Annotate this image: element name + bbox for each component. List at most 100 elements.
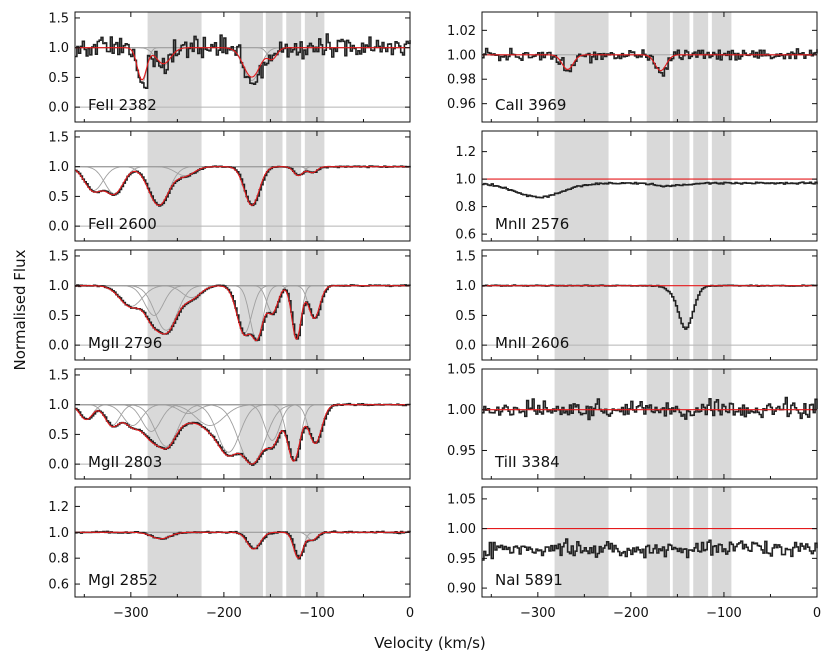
shaded-band: [672, 487, 690, 597]
panel-frame: [74, 130, 411, 242]
shaded-band: [554, 369, 609, 479]
y-tick-label: 0.0: [48, 458, 69, 473]
y-tick-label: 0.90: [447, 582, 476, 597]
model-fit: [75, 285, 410, 342]
panel-label: FeII 2600: [88, 215, 157, 233]
panel-frame: [74, 249, 411, 361]
y-tick-label: 1.0: [48, 526, 69, 541]
y-tick-label: 1.0: [48, 398, 69, 413]
observed-spectrum: [482, 47, 818, 77]
panel-right-3: 0.0 0.5 1.0 1.5 MnII 2606: [455, 249, 818, 361]
y-tick-label: 1.00: [447, 522, 476, 537]
y-tick-label: 0.8: [455, 200, 476, 215]
shaded-band: [554, 250, 609, 360]
shaded-band: [304, 369, 325, 479]
y-tick-label: 1.0: [48, 160, 69, 175]
shaded-band: [672, 369, 690, 479]
shaded-band: [693, 12, 709, 122]
observed-spectrum: [482, 538, 818, 561]
y-tick-label: 1.0: [455, 279, 476, 294]
panel-label: TiII 3384: [494, 453, 560, 471]
y-tick-label: 0.5: [48, 190, 69, 205]
y-tick-label: 1.05: [447, 363, 476, 378]
y-tick-label: 0.98: [447, 73, 476, 88]
shaded-band: [646, 250, 670, 360]
model-fit: [75, 47, 410, 81]
panel-frame: [481, 11, 818, 123]
y-tick-label: 1.00: [447, 403, 476, 418]
y-tick-label: 0.5: [455, 309, 476, 324]
model-fit: [75, 531, 410, 559]
shaded-band: [304, 487, 325, 597]
shaded-band: [711, 250, 732, 360]
shaded-band: [286, 131, 302, 241]
model-fit: [74, 166, 410, 206]
shaded-band: [147, 12, 202, 122]
shaded-band: [304, 12, 325, 122]
y-tick-label: 1.2: [48, 500, 69, 515]
panel-label: CaII 3969: [495, 96, 566, 114]
shaded-band: [239, 250, 263, 360]
y-tick-label: 0.5: [48, 428, 69, 443]
shaded-band: [693, 131, 709, 241]
model-fit: [74, 404, 410, 465]
shaded-band: [265, 487, 283, 597]
panel-frame: [74, 368, 411, 480]
panel-label: NaI 5891: [495, 571, 563, 589]
shaded-band: [711, 487, 732, 597]
y-tick-label: 0.0: [455, 339, 476, 354]
y-tick-label: 1.5: [48, 130, 69, 145]
panel-left-4: 0.0 0.5 1.0 1.5 MgII 2803: [48, 368, 411, 480]
y-tick-label: 1.0: [48, 279, 69, 294]
shaded-band: [147, 250, 202, 360]
y-tick-label: 0.6: [455, 228, 476, 243]
shaded-band: [286, 369, 302, 479]
y-tick-label: 1.5: [48, 368, 69, 383]
shaded-band: [693, 250, 709, 360]
panel-frame: [481, 130, 818, 242]
shaded-band: [693, 487, 709, 597]
x-tick-label: −300: [520, 606, 556, 621]
y-tick-label: 0.96: [447, 97, 476, 112]
panel-left-3: 0.0 0.5 1.0 1.5 MgII 2796: [48, 249, 411, 361]
panel-label: MgI 2852: [88, 571, 158, 589]
shaded-band: [265, 250, 283, 360]
shaded-band: [672, 12, 690, 122]
x-tick-label: 0: [406, 606, 414, 621]
shaded-band: [646, 487, 670, 597]
y-tick-label: 1.0: [48, 41, 69, 56]
panel-right-4: 0.95 1.00 1.05 TiII 3384: [447, 363, 818, 480]
y-tick-label: 0.5: [48, 71, 69, 86]
shaded-band: [304, 250, 325, 360]
shaded-band: [554, 487, 609, 597]
panel-frame: [481, 368, 818, 480]
y-tick-label: 0.0: [48, 101, 69, 116]
x-tick-label: −100: [299, 606, 335, 621]
shaded-band: [147, 487, 202, 597]
shaded-band: [711, 12, 732, 122]
y-tick-label: 0.6: [48, 578, 69, 593]
shaded-band: [265, 131, 283, 241]
panel-left-1: 0.0 0.5 1.0 1.5 FeII 2382: [48, 11, 411, 123]
y-tick-label: 0.5: [48, 309, 69, 324]
y-tick-label: 1.02: [447, 24, 476, 39]
y-tick-label: 1.5: [48, 249, 69, 264]
observed-spectrum: [482, 396, 818, 421]
panels-group: 0.0 0.5 1.0 1.5 FeII 2382 0.0 0.5 1.0 1.5 FeII 26…: [48, 11, 821, 621]
shaded-band: [711, 131, 732, 241]
panel-frame: [74, 486, 411, 598]
panel-right-2: 0.6 0.8 1.0 1.2 MnII 2576: [455, 130, 818, 243]
panel-frame: [74, 11, 411, 123]
y-tick-label: 0.8: [48, 552, 69, 567]
x-axis-title: Velocity (km/s): [374, 634, 485, 652]
shaded-band: [265, 12, 283, 122]
shaded-band: [239, 12, 263, 122]
panel-label: MgII 2796: [88, 334, 162, 352]
shaded-band: [239, 131, 263, 241]
panel-label: FeII 2382: [88, 96, 157, 114]
shaded-band: [672, 250, 690, 360]
shaded-band: [286, 12, 302, 122]
model-fit: [482, 54, 817, 72]
shaded-band: [693, 369, 709, 479]
